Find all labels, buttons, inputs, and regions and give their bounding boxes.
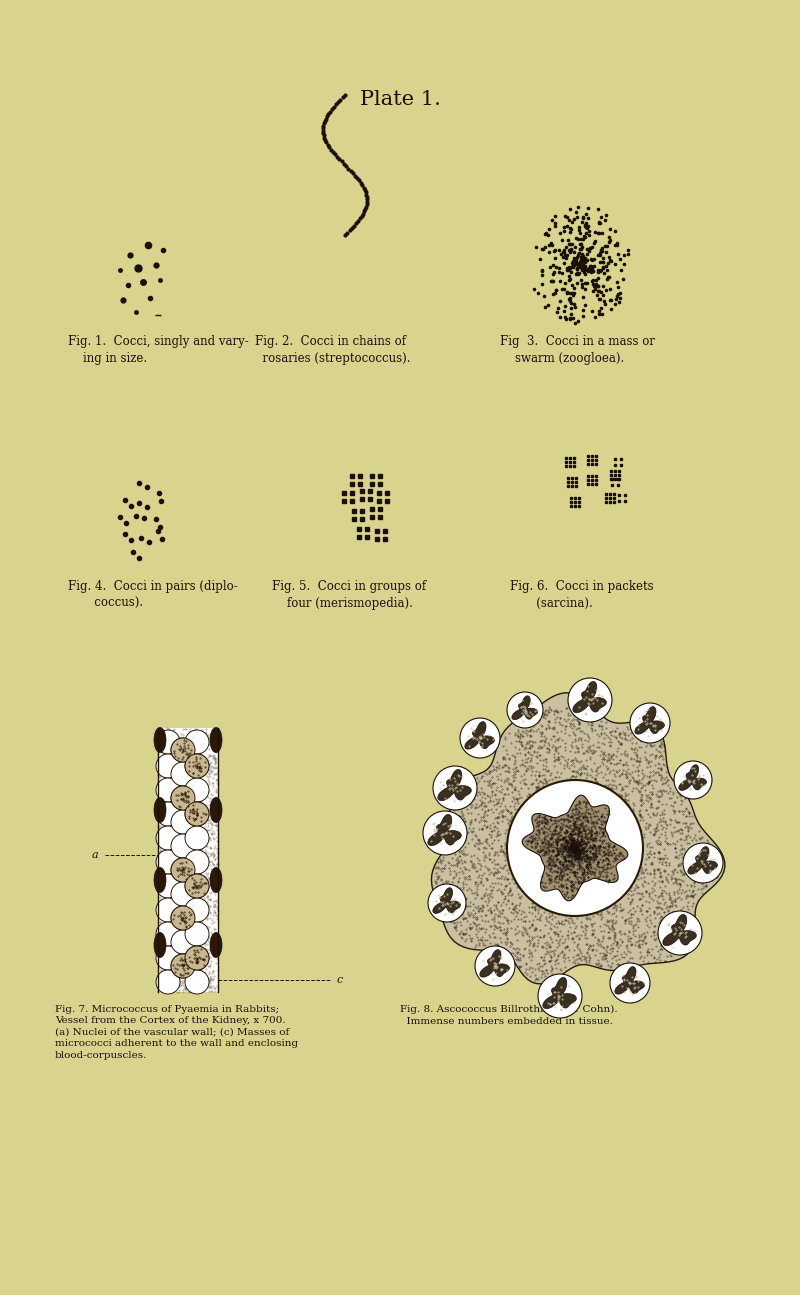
Circle shape [171,761,195,786]
Circle shape [185,778,209,802]
Polygon shape [438,769,471,800]
Circle shape [658,910,702,954]
Circle shape [185,826,209,850]
Circle shape [185,897,209,922]
Circle shape [171,954,195,978]
Text: a: a [91,850,98,860]
Circle shape [171,859,195,882]
Circle shape [185,730,209,754]
Polygon shape [688,847,718,874]
Text: Fig  3.  Cocci in a mass or
    swarm (zoogloea).: Fig 3. Cocci in a mass or swarm (zoogloe… [500,335,655,365]
Circle shape [630,703,670,743]
Circle shape [156,897,180,922]
Circle shape [171,786,195,809]
Circle shape [185,802,209,826]
Text: Plate 1.: Plate 1. [359,89,441,109]
Polygon shape [480,949,510,978]
Circle shape [156,970,180,995]
Circle shape [156,922,180,947]
Polygon shape [428,815,462,846]
Circle shape [171,906,195,930]
Circle shape [683,843,723,883]
Text: Fig. 6.  Cocci in packets
       (sarcina).: Fig. 6. Cocci in packets (sarcina). [510,580,654,610]
Circle shape [433,767,477,809]
Circle shape [538,974,582,1018]
Polygon shape [662,914,696,945]
Circle shape [171,906,195,930]
Ellipse shape [210,868,222,892]
Circle shape [507,692,543,728]
Circle shape [171,954,195,978]
Circle shape [171,786,195,809]
Circle shape [185,754,209,778]
Circle shape [185,874,209,897]
Circle shape [171,930,195,954]
Circle shape [171,809,195,834]
Text: Fig. 8. Ascococcus Billrothii (after Cohn).
  Immense numbers embedded in tissue: Fig. 8. Ascococcus Billrothii (after Coh… [400,1005,618,1026]
Circle shape [428,884,466,922]
Circle shape [171,738,195,761]
Polygon shape [573,681,606,712]
Circle shape [156,754,180,778]
Ellipse shape [154,798,166,822]
Text: Fig. 1.  Cocci, singly and vary-
    ing in size.: Fig. 1. Cocci, singly and vary- ing in s… [68,335,249,365]
Polygon shape [634,707,665,734]
Circle shape [568,679,612,723]
Text: Fig. 4.  Cocci in pairs (diplo-
       coccus).: Fig. 4. Cocci in pairs (diplo- coccus). [68,580,238,610]
Ellipse shape [154,728,166,752]
Circle shape [674,761,712,799]
Circle shape [156,802,180,826]
Ellipse shape [154,868,166,892]
Circle shape [460,717,500,758]
Polygon shape [678,765,706,790]
Circle shape [185,874,209,897]
Circle shape [185,802,209,826]
Ellipse shape [210,932,222,957]
Circle shape [156,778,180,802]
Ellipse shape [210,728,222,752]
Polygon shape [431,693,725,984]
Circle shape [185,850,209,874]
Polygon shape [433,887,461,913]
Text: Fig. 7. Micrococcus of Pyaemia in Rabbits;
Vessel from the Cortex of the Kidney,: Fig. 7. Micrococcus of Pyaemia in Rabbit… [55,1005,298,1059]
Circle shape [507,780,643,916]
Circle shape [185,922,209,947]
Polygon shape [465,721,494,750]
Circle shape [156,947,180,970]
Polygon shape [512,695,538,720]
Circle shape [171,882,195,906]
Circle shape [185,970,209,995]
Polygon shape [614,966,645,995]
Circle shape [423,811,467,855]
Circle shape [156,874,180,897]
Text: Fig. 2.  Cocci in chains of
  rosaries (streptococcus).: Fig. 2. Cocci in chains of rosaries (str… [255,335,410,365]
Text: c: c [337,975,343,985]
Polygon shape [542,978,576,1009]
Circle shape [475,947,515,985]
FancyBboxPatch shape [158,728,218,992]
Circle shape [171,834,195,859]
Ellipse shape [210,798,222,822]
Circle shape [185,947,209,970]
Circle shape [171,738,195,761]
Text: Fig. 5.  Cocci in groups of
    four (merismopedia).: Fig. 5. Cocci in groups of four (merismo… [272,580,426,610]
Circle shape [185,754,209,778]
Circle shape [185,947,209,970]
Circle shape [156,850,180,874]
Circle shape [156,826,180,850]
Polygon shape [522,795,628,901]
Circle shape [156,730,180,754]
Circle shape [610,963,650,1004]
Ellipse shape [154,932,166,957]
Circle shape [171,859,195,882]
